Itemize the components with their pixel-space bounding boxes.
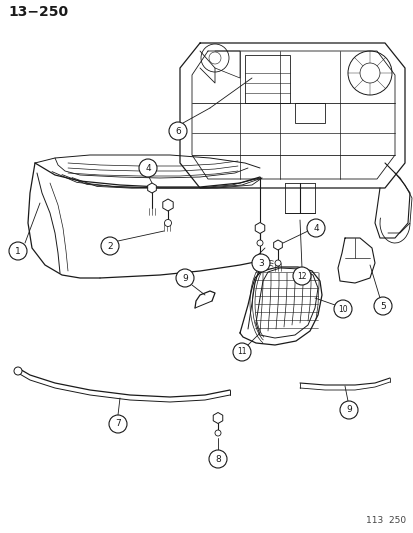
- Circle shape: [101, 237, 119, 255]
- Text: 10: 10: [337, 304, 347, 313]
- Text: 1: 1: [15, 246, 21, 255]
- Bar: [294, 103, 324, 123]
- Text: 6: 6: [175, 126, 180, 135]
- Circle shape: [256, 240, 262, 246]
- Text: 4: 4: [145, 164, 150, 173]
- Text: 9: 9: [182, 273, 188, 282]
- Circle shape: [252, 254, 269, 272]
- Text: 4: 4: [312, 223, 318, 232]
- Circle shape: [209, 450, 226, 468]
- Circle shape: [14, 367, 22, 375]
- Text: 8: 8: [215, 455, 221, 464]
- Text: 7: 7: [115, 419, 121, 429]
- Circle shape: [169, 122, 187, 140]
- Circle shape: [333, 300, 351, 318]
- Circle shape: [9, 242, 27, 260]
- Circle shape: [306, 219, 324, 237]
- Text: 113  250: 113 250: [365, 516, 405, 525]
- Text: 3: 3: [257, 259, 263, 268]
- Circle shape: [274, 260, 280, 266]
- Circle shape: [339, 401, 357, 419]
- Circle shape: [214, 430, 221, 436]
- Circle shape: [109, 415, 127, 433]
- Circle shape: [373, 297, 391, 315]
- Circle shape: [233, 343, 250, 361]
- Text: 5: 5: [379, 302, 385, 311]
- Text: 13−250: 13−250: [8, 5, 68, 19]
- Text: 11: 11: [237, 348, 246, 357]
- Text: 2: 2: [107, 241, 112, 251]
- Text: 9: 9: [345, 406, 351, 415]
- Bar: [244, 55, 289, 103]
- Circle shape: [292, 267, 310, 285]
- Circle shape: [139, 159, 157, 177]
- Text: 12: 12: [297, 271, 306, 280]
- Circle shape: [164, 220, 171, 227]
- Circle shape: [176, 269, 194, 287]
